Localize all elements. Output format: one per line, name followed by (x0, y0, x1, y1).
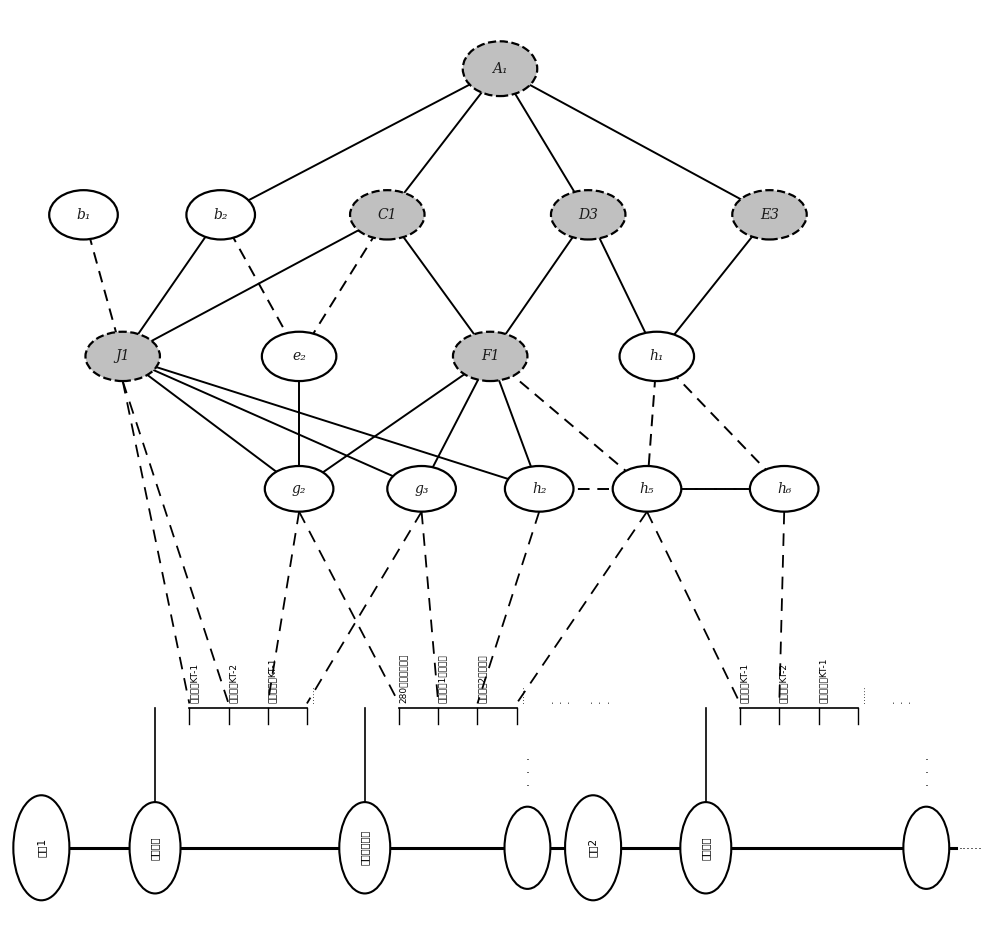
Text: g₃: g₃ (414, 482, 429, 496)
Text: C1: C1 (378, 208, 397, 222)
Ellipse shape (186, 190, 255, 240)
Ellipse shape (265, 466, 333, 512)
Text: J1: J1 (115, 350, 130, 363)
Ellipse shape (350, 190, 425, 240)
Text: h₅: h₅ (640, 482, 654, 496)
Ellipse shape (453, 332, 527, 381)
Text: ……: …… (517, 686, 526, 704)
Text: 环控系统: 环控系统 (150, 836, 160, 859)
Text: ......: ...... (959, 840, 983, 853)
Text: 电动调节阀KT-1: 电动调节阀KT-1 (268, 658, 277, 704)
Ellipse shape (387, 466, 456, 512)
Text: 火灾报警系统: 火灾报警系统 (360, 830, 370, 866)
Text: h₆: h₆ (777, 482, 791, 496)
Text: E3: E3 (760, 208, 779, 222)
Ellipse shape (463, 41, 537, 96)
Text: 环控系统: 环控系统 (701, 836, 711, 859)
Text: ·
·
·: · · · (525, 754, 529, 793)
Ellipse shape (732, 190, 807, 240)
Ellipse shape (505, 466, 574, 512)
Text: b₂: b₂ (213, 208, 228, 222)
Text: ·
·
·: · · · (924, 754, 928, 793)
Ellipse shape (903, 807, 949, 889)
Ellipse shape (49, 190, 118, 240)
Ellipse shape (262, 332, 336, 381)
Text: 280度防火阀状态: 280度防火阀状态 (399, 654, 408, 704)
Text: ·
·
·: · · · (547, 700, 574, 704)
Text: 车站1: 车站1 (36, 838, 46, 857)
Text: ·
·
·: · · · (888, 700, 915, 704)
Ellipse shape (565, 795, 621, 900)
Ellipse shape (620, 332, 694, 381)
Text: b₁: b₁ (76, 208, 91, 222)
Ellipse shape (85, 332, 160, 381)
Text: 电动调节阀KT-1: 电动调节阀KT-1 (818, 658, 828, 704)
Text: ……: …… (858, 686, 867, 704)
Ellipse shape (505, 807, 550, 889)
Text: 防烟分区1火警状态: 防烟分区1火警状态 (438, 654, 447, 704)
Ellipse shape (551, 190, 625, 240)
Text: g₂: g₂ (292, 482, 306, 496)
Ellipse shape (13, 795, 69, 900)
Text: D3: D3 (578, 208, 598, 222)
Text: ……: …… (307, 686, 316, 704)
Ellipse shape (130, 802, 181, 894)
Ellipse shape (680, 802, 731, 894)
Text: h₂: h₂ (532, 482, 546, 496)
Text: 车站2: 车站2 (588, 838, 598, 857)
Text: A₁: A₁ (492, 62, 508, 75)
Ellipse shape (339, 802, 390, 894)
Text: 防烟分区2火警状态: 防烟分区2火警状态 (477, 655, 486, 704)
Text: 通风空调KT-2: 通风空调KT-2 (779, 664, 788, 704)
Text: 通风空调KT-1: 通风空调KT-1 (740, 664, 749, 704)
Text: 通风空调KT-1: 通风空调KT-1 (189, 664, 198, 704)
Ellipse shape (613, 466, 681, 512)
Text: ·
·
·: · · · (587, 700, 613, 704)
Text: F1: F1 (481, 350, 499, 363)
Text: e₂: e₂ (292, 350, 306, 363)
Ellipse shape (750, 466, 818, 512)
Text: h₁: h₁ (650, 350, 664, 363)
Text: 通风空调KT-2: 通风空调KT-2 (229, 664, 238, 704)
